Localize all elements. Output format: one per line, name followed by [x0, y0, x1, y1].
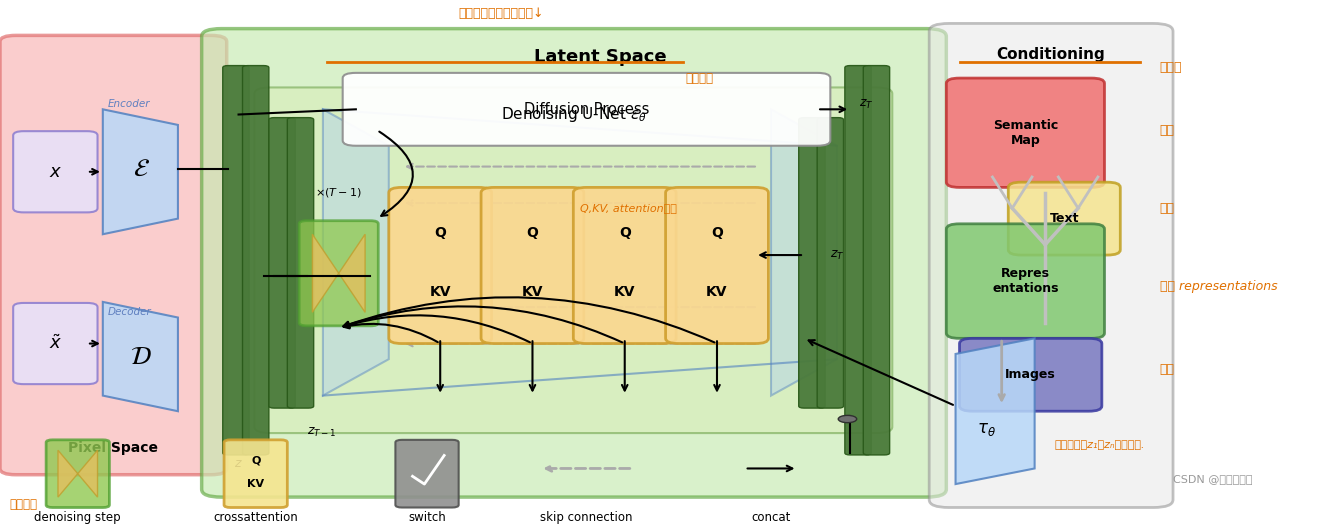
- Text: $z_{T-1}$: $z_{T-1}$: [307, 425, 336, 438]
- Text: $z_T$: $z_T$: [830, 248, 845, 261]
- Polygon shape: [312, 234, 339, 312]
- FancyBboxPatch shape: [243, 66, 269, 455]
- FancyBboxPatch shape: [946, 78, 1104, 187]
- Text: 表征 representations: 表征 representations: [1160, 280, 1277, 293]
- Text: $z$: $z$: [235, 457, 243, 470]
- Text: denoising step: denoising step: [34, 511, 121, 524]
- Text: $\mathcal{E}$: $\mathcal{E}$: [133, 157, 149, 181]
- Text: skip connection: skip connection: [540, 511, 633, 524]
- Text: $\mathcal{D}$: $\mathcal{D}$: [130, 344, 152, 369]
- FancyBboxPatch shape: [13, 303, 98, 384]
- Polygon shape: [771, 109, 837, 396]
- Polygon shape: [103, 109, 178, 234]
- Text: Diffusion Process: Diffusion Process: [523, 102, 650, 117]
- Text: Q: Q: [250, 456, 261, 466]
- FancyBboxPatch shape: [845, 66, 871, 455]
- Text: KV: KV: [522, 285, 543, 299]
- Text: Q: Q: [618, 226, 631, 240]
- FancyBboxPatch shape: [817, 118, 844, 408]
- Text: CSDN @不学能干喘: CSDN @不学能干喘: [1173, 474, 1252, 484]
- Text: 秘小隐空间，计算强度↓: 秘小隐空间，计算强度↓: [459, 6, 543, 19]
- Text: Text: Text: [1049, 212, 1079, 225]
- FancyBboxPatch shape: [863, 66, 890, 455]
- Text: Images: Images: [1006, 368, 1056, 381]
- FancyBboxPatch shape: [287, 118, 314, 408]
- FancyBboxPatch shape: [960, 338, 1102, 411]
- Text: Encoder: Encoder: [108, 99, 150, 109]
- FancyBboxPatch shape: [223, 66, 249, 455]
- FancyBboxPatch shape: [299, 220, 378, 326]
- Text: Q: Q: [434, 226, 447, 240]
- Text: crossattention: crossattention: [214, 511, 298, 524]
- FancyBboxPatch shape: [343, 73, 830, 146]
- Text: KV: KV: [430, 285, 451, 299]
- FancyBboxPatch shape: [395, 440, 459, 508]
- Text: Latent Space: Latent Space: [534, 48, 667, 66]
- Polygon shape: [323, 109, 389, 396]
- Text: KV: KV: [706, 285, 728, 299]
- Text: 条件符: 条件符: [1160, 61, 1182, 74]
- Text: $\times(T-1)$: $\times(T-1)$: [315, 186, 362, 199]
- Text: $\tau_\theta$: $\tau_\theta$: [977, 421, 995, 438]
- Text: Q,KV, attention机制: Q,KV, attention机制: [580, 203, 677, 213]
- Text: KV: KV: [248, 479, 264, 489]
- Text: 像素空间: 像素空间: [9, 498, 37, 511]
- FancyBboxPatch shape: [269, 118, 295, 408]
- Text: $z_T$: $z_T$: [859, 98, 874, 111]
- Polygon shape: [339, 234, 365, 312]
- Text: Q: Q: [710, 226, 724, 240]
- Text: Denoising U-Net $\epsilon_\theta$: Denoising U-Net $\epsilon_\theta$: [501, 105, 646, 124]
- Text: 淡化抽加到z₁－zₙ的每一步.: 淡化抽加到z₁－zₙ的每一步.: [1054, 440, 1145, 450]
- FancyBboxPatch shape: [666, 187, 768, 343]
- FancyBboxPatch shape: [46, 440, 109, 508]
- FancyBboxPatch shape: [389, 187, 492, 343]
- Text: Q: Q: [526, 226, 539, 240]
- FancyBboxPatch shape: [946, 224, 1104, 338]
- FancyBboxPatch shape: [13, 131, 98, 213]
- Text: KV: KV: [614, 285, 635, 299]
- FancyBboxPatch shape: [0, 35, 227, 475]
- Text: 图片: 图片: [1160, 363, 1174, 376]
- FancyBboxPatch shape: [799, 118, 825, 408]
- FancyBboxPatch shape: [254, 88, 892, 433]
- Text: $x$: $x$: [49, 163, 62, 181]
- Text: 文本: 文本: [1160, 202, 1174, 215]
- Text: 语义: 语义: [1160, 123, 1174, 136]
- FancyBboxPatch shape: [929, 24, 1173, 508]
- Circle shape: [838, 415, 857, 423]
- Polygon shape: [103, 302, 178, 411]
- Text: Conditioning: Conditioning: [996, 47, 1106, 62]
- Text: switch: switch: [409, 511, 445, 524]
- Polygon shape: [956, 338, 1035, 484]
- Text: Semantic
Map: Semantic Map: [992, 119, 1058, 146]
- FancyBboxPatch shape: [1008, 182, 1120, 255]
- Polygon shape: [58, 450, 78, 497]
- FancyBboxPatch shape: [481, 187, 584, 343]
- FancyBboxPatch shape: [224, 440, 287, 508]
- Text: $\tilde{x}$: $\tilde{x}$: [49, 334, 62, 353]
- Text: Decoder: Decoder: [108, 307, 152, 317]
- Text: Pixel Space: Pixel Space: [69, 440, 158, 455]
- Text: 扩散加噪: 扩散加噪: [685, 71, 713, 85]
- Text: concat: concat: [751, 511, 791, 524]
- Polygon shape: [78, 450, 98, 497]
- Text: Repres
entations: Repres entations: [992, 267, 1058, 295]
- FancyBboxPatch shape: [202, 29, 946, 497]
- FancyBboxPatch shape: [573, 187, 676, 343]
